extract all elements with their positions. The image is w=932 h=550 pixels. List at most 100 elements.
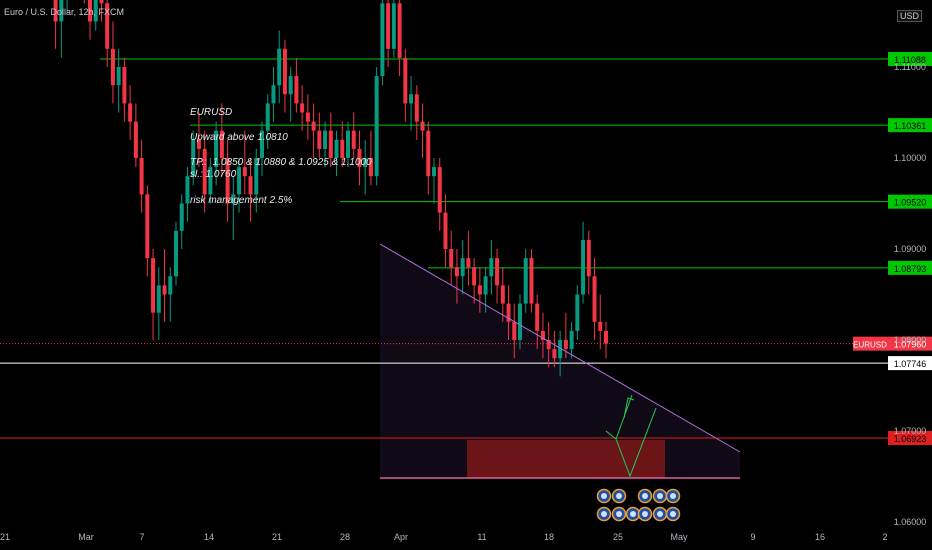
candle-body <box>225 158 230 204</box>
candle-body <box>460 258 465 277</box>
candle <box>133 103 138 168</box>
candle <box>231 176 236 240</box>
candle <box>122 57 127 122</box>
candle-body <box>363 158 368 168</box>
candle-body <box>179 203 184 231</box>
candle <box>604 321 608 359</box>
price-tick: 1.08000 <box>894 335 927 345</box>
candle-body <box>271 85 276 104</box>
candle-body <box>592 276 597 322</box>
candle-body <box>282 48 287 95</box>
stop-zone <box>467 440 665 478</box>
price-axis[interactable]: 1.06000 1.07000 1.08000 1.09000 1.10000 1.110… <box>894 62 927 527</box>
candle-body <box>334 139 339 158</box>
candle-body <box>391 3 396 49</box>
candle-body <box>414 94 419 122</box>
candle-body <box>59 0 64 22</box>
time-tick: 11 <box>477 532 486 542</box>
candle-body <box>346 130 350 158</box>
candle <box>357 130 362 186</box>
symbol-header[interactable]: Euro / U.S. Dollar, 12h, FXCM <box>4 7 125 17</box>
candle <box>277 30 282 104</box>
candle <box>340 121 345 168</box>
time-tick: 14 <box>204 532 214 542</box>
economic-events[interactable] <box>596 488 681 522</box>
candle-body <box>174 230 178 277</box>
candle-body <box>357 148 362 168</box>
candle <box>426 121 431 195</box>
price-tick: 1.10000 <box>894 153 927 163</box>
level-tag-bg-1.08793 <box>888 260 932 275</box>
candle-body <box>156 285 161 313</box>
candle-body <box>569 330 574 350</box>
candle <box>282 39 287 113</box>
candle <box>472 258 477 304</box>
price-tick: 1.06000 <box>894 517 927 527</box>
candle-body <box>116 67 121 86</box>
candle-body <box>523 258 528 304</box>
note-line-1: Upward above 1.0810 <box>190 132 288 143</box>
time-tick: 25 <box>613 532 623 542</box>
candle <box>196 112 201 168</box>
candle <box>420 103 425 158</box>
candle <box>88 0 92 40</box>
candle <box>214 121 219 186</box>
candle-body <box>563 340 568 350</box>
candle <box>512 303 517 359</box>
candle <box>598 294 603 350</box>
candle-body <box>535 303 540 331</box>
level-tag-1.06923: 1.06923 <box>894 434 927 444</box>
candle-body <box>477 285 482 295</box>
candle <box>466 230 471 286</box>
candle-body <box>105 3 110 49</box>
level-tag-1.10361: 1.10361 <box>894 121 927 131</box>
candle <box>414 85 419 140</box>
candle-body <box>546 340 551 350</box>
candle-body <box>512 321 517 340</box>
candle <box>558 330 563 377</box>
candle <box>380 0 385 86</box>
candle-body <box>139 158 144 195</box>
candle-body <box>328 130 333 158</box>
candle <box>305 94 310 140</box>
candle-body <box>237 167 242 195</box>
candle-body <box>558 340 563 359</box>
candle-body <box>374 76 379 177</box>
last-price-symbol: EURUSD <box>853 341 887 350</box>
candle-body <box>420 121 425 131</box>
candle-body <box>368 158 373 177</box>
candle-body <box>540 330 545 340</box>
candle <box>563 312 568 359</box>
candle <box>53 0 58 49</box>
candle-body <box>581 239 586 295</box>
last-price-symbol-bg <box>853 336 888 351</box>
candle <box>397 0 402 77</box>
candle-body <box>449 249 454 268</box>
time-tick: 7 <box>139 532 144 542</box>
candle <box>260 121 264 177</box>
candle-body <box>403 57 408 104</box>
candle <box>162 249 167 322</box>
candle <box>477 267 482 313</box>
price-tick: 1.09000 <box>894 244 927 254</box>
note-line-3: sl.: 1.0760 <box>190 169 237 180</box>
currency-badge[interactable]: USD <box>896 10 922 22</box>
candle-body <box>99 0 104 4</box>
time-axis[interactable]: 21 Mar 7 14 21 28 Apr 11 18 25 May 9 16 2 <box>0 532 888 542</box>
price-tick: 1.07000 <box>894 426 927 436</box>
candle-body <box>93 0 98 22</box>
candle-body <box>151 258 156 313</box>
candle-body <box>277 48 282 86</box>
candle <box>391 0 396 58</box>
candle <box>265 94 270 149</box>
candle <box>128 85 133 140</box>
level-tag-bg-1.10361 <box>888 118 932 133</box>
candle <box>449 230 454 286</box>
candle <box>443 194 448 268</box>
candle <box>59 0 64 58</box>
candle-body <box>575 294 580 331</box>
candle <box>454 249 459 304</box>
candle-body <box>110 48 115 86</box>
time-tick: 21 <box>272 532 282 542</box>
